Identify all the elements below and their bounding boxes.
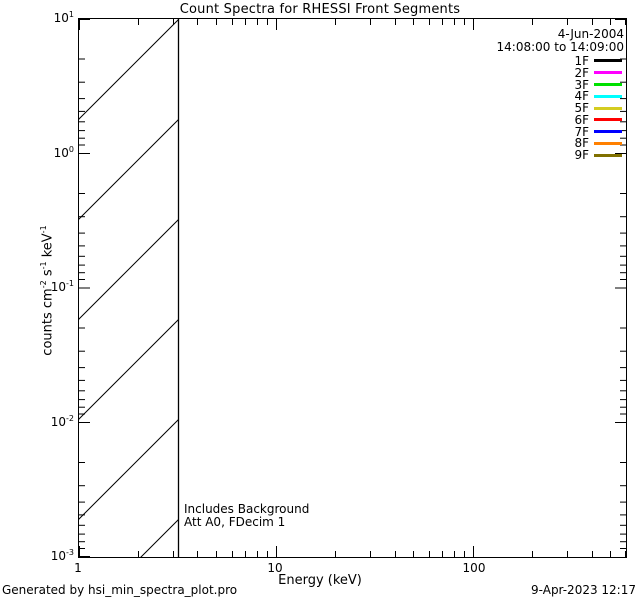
y-axis-tick-labels: 101 100 10-1 10-2 10-3 (0, 0, 74, 600)
x-axis-title: Energy (keV) (278, 573, 362, 588)
legend-item-label: 5F (574, 101, 589, 116)
legend-item[interactable]: 4F (394, 90, 624, 102)
x-tick-10: 10 (267, 561, 283, 575)
legend-item[interactable]: 9F (394, 149, 624, 161)
page-title: Count Spectra for RHESSI Front Segments (179, 2, 461, 17)
legend-item-label: 6F (574, 112, 589, 127)
legend-item[interactable]: 5F (394, 102, 624, 114)
legend-item[interactable]: 1F (394, 55, 624, 67)
y-tick-1e0: 100 (53, 145, 74, 160)
legend-color-swatch-icon (594, 82, 622, 86)
y-axis-ticks-right (615, 19, 626, 549)
legend-item[interactable]: 6F (394, 114, 624, 126)
y-tick-1e-2: 10-2 (50, 414, 74, 429)
footer-timestamp: 9-Apr-2023 12:17 (531, 583, 636, 597)
legend-item-label: 8F (574, 136, 589, 151)
plot-annotation: Includes Background Att A0, FDecim 1 (184, 503, 309, 528)
plot-area-svg (79, 19, 626, 557)
plot-frame (78, 18, 627, 558)
legend-color-swatch-icon (594, 71, 622, 75)
legend-item-label: 1F (574, 53, 589, 68)
y-tick-1e-1: 10-1 (50, 279, 74, 294)
annotation-line-1: Includes Background (184, 502, 310, 516)
legend-item-label: 2F (574, 65, 589, 80)
x-axis-ticks (79, 546, 626, 557)
legend-item-label: 7F (574, 124, 589, 139)
legend-item[interactable]: 3F (394, 79, 624, 91)
legend-item[interactable]: 8F (394, 136, 624, 151)
legend-date: 4-Jun-2004 (557, 27, 624, 41)
footer-generator-text: Generated by hsi_min_spectra_plot.pro (2, 583, 238, 597)
legend-color-swatch-icon (594, 118, 622, 122)
legend-color-swatch-icon (594, 130, 622, 134)
y-tick-1e-3: 10-3 (50, 548, 74, 563)
excluded-low-energy-band (79, 19, 180, 557)
legend-color-swatch-icon (594, 94, 622, 98)
legend-item-label: 4F (574, 89, 589, 104)
legend-item-label: 9F (574, 148, 589, 163)
legend-item-label: 3F (574, 77, 589, 92)
x-axis-ticks-top (79, 19, 626, 30)
y-tick-1e1: 101 (53, 10, 74, 25)
x-tick-100: 100 (462, 561, 486, 575)
legend-time-range: 14:08:00 to 14:09:00 (496, 40, 624, 54)
annotation-line-2: Att A0, FDecim 1 (184, 514, 286, 529)
legend-color-swatch-icon (594, 59, 622, 63)
legend-item[interactable]: 7F (394, 126, 624, 138)
y-axis-ticks-left (79, 19, 90, 557)
legend-color-swatch-icon (594, 106, 622, 110)
y-axis-title: counts cm-2 s-1 keV-1 (39, 225, 56, 356)
x-tick-1: 1 (74, 561, 82, 575)
legend-color-swatch-icon (594, 141, 622, 145)
legend: 4-Jun-2004 14:08:00 to 14:09:00 1F 2F 3F… (394, 27, 624, 162)
legend-color-swatch-icon (594, 153, 622, 157)
legend-item[interactable]: 2F (394, 67, 624, 79)
legend-entries: 1F 2F 3F 4F 5F 6F (394, 55, 624, 161)
